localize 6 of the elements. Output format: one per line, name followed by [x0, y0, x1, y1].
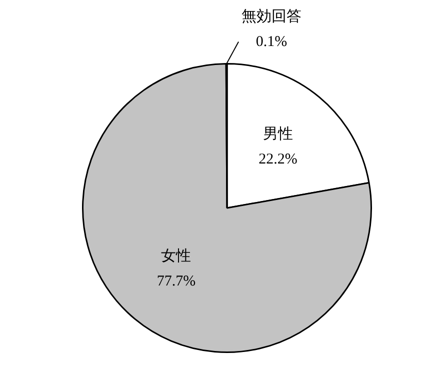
data-label: 77.7% [156, 273, 196, 290]
slice-label: 男性 [262, 126, 293, 143]
data-label: 22.2% [258, 152, 298, 168]
slice-label: 女性 [161, 247, 192, 264]
slice-label: 無効回答 [242, 8, 302, 26]
data-label: 0.1% [256, 34, 288, 50]
